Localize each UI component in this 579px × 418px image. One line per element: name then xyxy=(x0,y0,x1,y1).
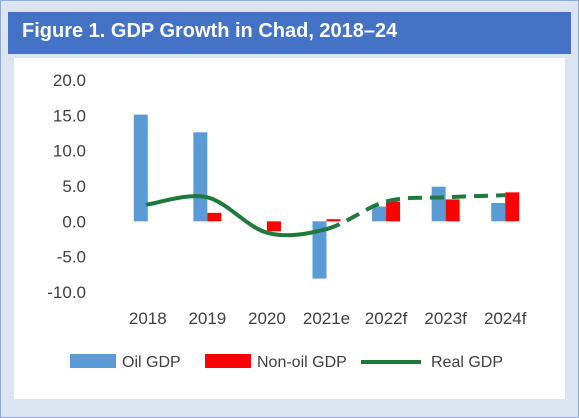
legend-swatch-non-oil-gdp xyxy=(205,354,251,368)
x-tick-label: 2023f xyxy=(424,309,467,328)
legend-swatch-oil-gdp xyxy=(70,354,116,368)
y-tick-label: -5.0 xyxy=(57,248,86,267)
bar-oil-gdp xyxy=(193,132,208,222)
x-tick-label: 2020 xyxy=(248,309,286,328)
legend-label-oil-gdp: Oil GDP xyxy=(122,354,181,371)
x-tick-label: 2019 xyxy=(188,309,226,328)
bar-non-oil-gdp xyxy=(445,199,460,222)
bar-oil-gdp xyxy=(133,114,148,222)
title-bar: Figure 1. GDP Growth in Chad, 2018–24 xyxy=(8,12,571,54)
y-tick-label: 0.0 xyxy=(62,212,86,231)
bar-oil-gdp xyxy=(372,206,387,222)
x-tick-label: 2021e xyxy=(303,309,350,328)
chart-title: Figure 1. GDP Growth in Chad, 2018–24 xyxy=(22,20,398,42)
x-tick-label: 2018 xyxy=(129,309,167,328)
y-tick-label: 15.0 xyxy=(53,106,86,125)
bar-non-oil-gdp xyxy=(505,192,520,222)
bar-non-oil-gdp xyxy=(386,201,401,222)
y-tick-label: -10.0 xyxy=(47,283,86,302)
y-tick-label: 5.0 xyxy=(62,177,86,196)
line-real-gdp-dashed xyxy=(325,193,506,232)
y-tick-label: 20.0 xyxy=(53,71,86,90)
bar-oil-gdp xyxy=(312,221,327,279)
bar-oil-gdp xyxy=(431,186,446,222)
y-tick-label: 10.0 xyxy=(53,142,86,161)
x-tick-label: 2022f xyxy=(365,309,408,328)
bar-non-oil-gdp xyxy=(207,212,222,222)
bar-non-oil-gdp xyxy=(266,221,281,232)
chart-area xyxy=(14,58,565,399)
legend-label-non-oil-gdp: Non-oil GDP xyxy=(257,354,347,371)
legend-label-real-gdp: Real GDP xyxy=(431,354,503,371)
bar-oil-gdp xyxy=(491,202,506,222)
bar-non-oil-gdp xyxy=(326,219,341,222)
x-tick-label: 2024f xyxy=(484,309,527,328)
line-real-gdp-solid xyxy=(145,194,329,238)
